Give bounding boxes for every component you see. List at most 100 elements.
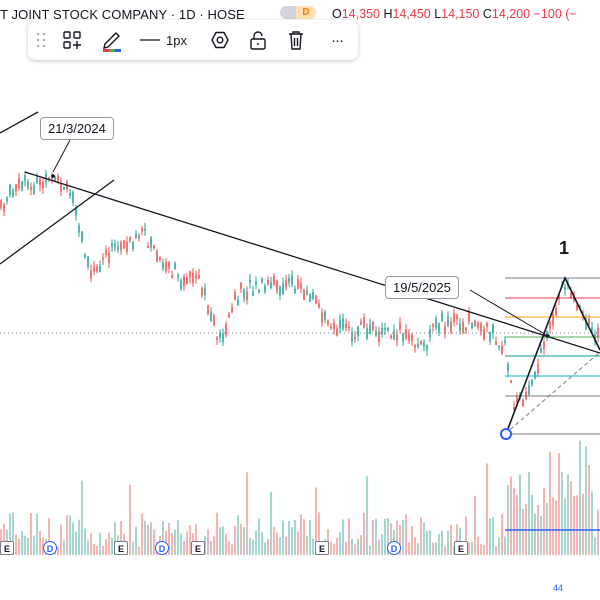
candle bbox=[411, 334, 413, 341]
dividend-marker[interactable]: D bbox=[43, 541, 57, 555]
volume-bar bbox=[396, 520, 398, 555]
volume-bar bbox=[120, 520, 122, 555]
volume-bar bbox=[555, 500, 557, 555]
volume-bar bbox=[303, 519, 305, 555]
candle bbox=[489, 331, 491, 343]
candle bbox=[252, 291, 254, 296]
candle bbox=[357, 326, 359, 336]
candle bbox=[225, 324, 227, 336]
dividend-marker[interactable]: D bbox=[387, 541, 401, 555]
dividend-marker[interactable]: D bbox=[155, 541, 169, 555]
volume-bar bbox=[48, 517, 50, 555]
earnings-marker[interactable]: E bbox=[315, 541, 329, 555]
volume-bar bbox=[351, 538, 353, 555]
drag-handle-icon[interactable] bbox=[32, 28, 50, 52]
volume-bar bbox=[270, 491, 272, 555]
candle bbox=[270, 282, 272, 288]
volume-bar bbox=[423, 522, 425, 555]
volume-bar bbox=[558, 453, 560, 555]
candle bbox=[315, 295, 317, 303]
volume-bar bbox=[435, 542, 437, 555]
volume-bar bbox=[495, 545, 497, 555]
candle bbox=[366, 328, 368, 339]
volume-bar bbox=[450, 524, 452, 555]
candle bbox=[474, 320, 476, 327]
volume-bar bbox=[114, 522, 116, 555]
candle bbox=[423, 342, 425, 347]
candle bbox=[585, 318, 587, 330]
volume-bar bbox=[36, 513, 38, 555]
candle bbox=[417, 343, 419, 348]
volume-bar bbox=[363, 512, 365, 555]
date-label-march-2024[interactable]: 21/3/2024 bbox=[40, 117, 114, 140]
candle bbox=[54, 176, 56, 182]
delete-trash-icon[interactable] bbox=[284, 28, 308, 52]
candle bbox=[555, 308, 557, 316]
candle bbox=[123, 240, 125, 249]
volume-bar bbox=[552, 497, 554, 555]
settings-hexagon-icon[interactable] bbox=[208, 28, 232, 52]
drawing-toolbar: 1px ··· bbox=[28, 20, 358, 60]
earnings-marker[interactable]: E bbox=[191, 541, 205, 555]
line-width-label: 1px bbox=[166, 32, 187, 48]
volume-bar bbox=[297, 531, 299, 555]
volume-bar bbox=[375, 518, 377, 555]
volume-bar bbox=[186, 531, 188, 555]
candle bbox=[219, 332, 221, 338]
earnings-marker[interactable]: E bbox=[454, 541, 468, 555]
ohlc-open-key: O bbox=[332, 7, 342, 21]
volume-bar bbox=[501, 513, 503, 555]
trendline-descending[interactable] bbox=[24, 171, 600, 354]
unlock-icon[interactable] bbox=[246, 28, 270, 52]
line-width-button[interactable]: 1px bbox=[140, 28, 192, 52]
earnings-marker[interactable]: E bbox=[114, 541, 128, 555]
volume-bar bbox=[591, 491, 593, 555]
candle bbox=[528, 385, 530, 395]
volume-bar bbox=[306, 535, 308, 555]
volume-bar bbox=[234, 525, 236, 555]
date-label-may-2025[interactable]: 19/5/2025 bbox=[385, 276, 459, 299]
fib-retracement[interactable] bbox=[504, 277, 600, 531]
volume-bar bbox=[483, 544, 485, 555]
elliott-wave-line[interactable] bbox=[505, 275, 600, 435]
candle bbox=[30, 186, 32, 191]
volume-bar bbox=[267, 539, 269, 555]
candle bbox=[183, 276, 185, 287]
volume-bar bbox=[513, 487, 515, 555]
candle bbox=[282, 283, 284, 294]
volume-bar bbox=[3, 523, 5, 555]
candle bbox=[24, 174, 26, 181]
trendline-upper-left[interactable] bbox=[0, 111, 39, 134]
wave-anchor-handle[interactable] bbox=[500, 428, 512, 440]
candle bbox=[12, 189, 14, 197]
candle bbox=[90, 269, 92, 279]
candle bbox=[60, 182, 62, 192]
add-to-favorites-icon[interactable] bbox=[60, 28, 84, 52]
candle bbox=[345, 323, 347, 328]
callout-anchor-2 bbox=[546, 334, 550, 338]
volume-bar bbox=[528, 472, 530, 555]
line-color-pencil-icon[interactable] bbox=[100, 28, 124, 52]
candle bbox=[354, 336, 356, 339]
candle bbox=[33, 185, 35, 195]
earnings-marker[interactable]: E bbox=[0, 541, 14, 555]
volume-bar bbox=[438, 534, 440, 555]
symbol-title[interactable]: T JOINT STOCK COMPANY · 1D · HOSE bbox=[0, 7, 245, 22]
trendline-channel[interactable] bbox=[0, 179, 115, 265]
volume-bar bbox=[279, 537, 281, 555]
more-options-icon[interactable]: ··· bbox=[331, 31, 344, 49]
volume-bar bbox=[300, 514, 302, 555]
ohlc-high: 14,450 bbox=[392, 7, 431, 21]
candle bbox=[453, 313, 455, 323]
candle bbox=[441, 313, 443, 322]
candle bbox=[339, 319, 341, 329]
candle bbox=[51, 174, 53, 181]
volume-bar bbox=[72, 522, 74, 555]
ohlc-low-key: L bbox=[434, 7, 442, 21]
elliott-wave-label-1[interactable]: 1 bbox=[559, 238, 570, 258]
volume-bar bbox=[177, 520, 179, 555]
candle bbox=[264, 285, 266, 293]
candle bbox=[138, 236, 140, 239]
volume-bar bbox=[315, 487, 317, 555]
